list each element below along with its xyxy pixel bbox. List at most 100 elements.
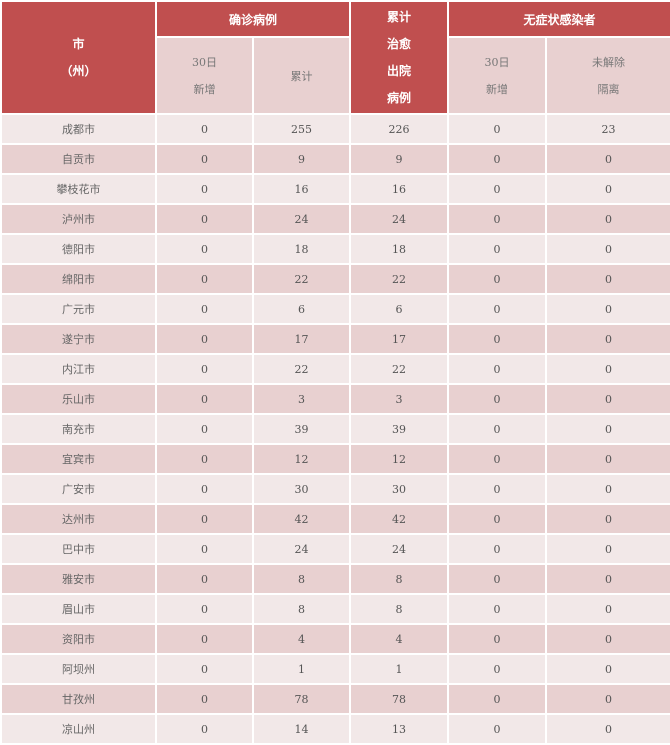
cell-confirmed-new: 0 (155, 293, 254, 325)
header-asym-new: 30日 新增 (447, 36, 548, 115)
cell-asym-unreleased: 0 (545, 353, 670, 385)
cell-city: 雅安市 (0, 563, 157, 595)
header-asym-unreleased: 未解除 隔离 (545, 36, 670, 115)
cell-confirmed-total: 42 (251, 503, 352, 535)
header-recovered-line: 出院 (387, 63, 412, 78)
cell-asym-new: 0 (447, 683, 548, 715)
cell-confirmed-total: 255 (251, 113, 352, 145)
cell-recovered: 12 (349, 443, 450, 475)
cell-confirmed-total: 4 (251, 623, 352, 655)
table-row: 内江市 0 22 22 0 0 (0, 353, 670, 385)
table-row: 广安市 0 30 30 0 0 (0, 473, 670, 505)
cell-asym-new: 0 (447, 623, 548, 655)
cell-asym-unreleased: 0 (545, 293, 670, 325)
cell-confirmed-new: 0 (155, 593, 254, 625)
cell-confirmed-new: 0 (155, 323, 254, 355)
table-row: 成都市 0 255 226 0 23 (0, 113, 670, 145)
cell-recovered: 24 (349, 533, 450, 565)
cell-city: 南充市 (0, 413, 157, 445)
table-row: 雅安市 0 8 8 0 0 (0, 563, 670, 595)
cell-confirmed-new: 0 (155, 443, 254, 475)
cell-city: 资阳市 (0, 623, 157, 655)
header-line: 30日 (192, 55, 217, 69)
cell-asym-unreleased: 0 (545, 233, 670, 265)
cell-asym-new: 0 (447, 233, 548, 265)
cell-city: 遂宁市 (0, 323, 157, 355)
cell-recovered: 18 (349, 233, 450, 265)
cell-confirmed-total: 1 (251, 653, 352, 685)
cell-asym-new: 0 (447, 173, 548, 205)
cell-city: 成都市 (0, 113, 157, 145)
cell-city: 凉山州 (0, 713, 157, 745)
cell-asym-new: 0 (447, 653, 548, 685)
cell-city: 广安市 (0, 473, 157, 505)
cell-confirmed-total: 78 (251, 683, 352, 715)
cell-confirmed-new: 0 (155, 653, 254, 685)
cell-city: 绵阳市 (0, 263, 157, 295)
table-row: 攀枝花市 0 16 16 0 0 (0, 173, 670, 205)
cell-confirmed-total: 24 (251, 203, 352, 235)
cell-recovered: 78 (349, 683, 450, 715)
cell-asym-new: 0 (447, 323, 548, 355)
cell-asym-unreleased: 0 (545, 413, 670, 445)
cell-asym-new: 0 (447, 443, 548, 475)
cell-recovered: 6 (349, 293, 450, 325)
cell-confirmed-total: 14 (251, 713, 352, 745)
cell-asym-unreleased: 0 (545, 203, 670, 235)
cell-city: 达州市 (0, 503, 157, 535)
cell-recovered: 9 (349, 143, 450, 175)
cell-confirmed-total: 39 (251, 413, 352, 445)
cell-asym-unreleased: 0 (545, 143, 670, 175)
cell-asym-new: 0 (447, 593, 548, 625)
cell-confirmed-new: 0 (155, 473, 254, 505)
cell-asym-new: 0 (447, 263, 548, 295)
cell-recovered: 42 (349, 503, 450, 535)
cell-city: 攀枝花市 (0, 173, 157, 205)
cell-recovered: 16 (349, 173, 450, 205)
cell-asym-unreleased: 0 (545, 713, 670, 745)
cell-city: 自贡市 (0, 143, 157, 175)
cell-city: 眉山市 (0, 593, 157, 625)
header-recovered: 累计 治愈 出院 病例 (349, 0, 450, 115)
header-recovered-line: 病例 (387, 90, 412, 105)
cell-confirmed-new: 0 (155, 233, 254, 265)
header-line: 30日 (484, 55, 510, 69)
table-row: 甘孜州 0 78 78 0 0 (0, 683, 670, 715)
table-row: 资阳市 0 4 4 0 0 (0, 623, 670, 655)
cell-recovered: 39 (349, 413, 450, 445)
table-row: 凉山州 0 14 13 0 0 (0, 713, 670, 745)
cell-asym-unreleased: 0 (545, 563, 670, 595)
header-confirmed-new: 30日 新增 (155, 36, 254, 115)
cell-confirmed-new: 0 (155, 413, 254, 445)
header-line: 隔离 (597, 82, 620, 96)
table-row: 阿坝州 0 1 1 0 0 (0, 653, 670, 685)
table-row: 巴中市 0 24 24 0 0 (0, 533, 670, 565)
cell-recovered: 1 (349, 653, 450, 685)
cell-confirmed-total: 22 (251, 353, 352, 385)
cell-confirmed-new: 0 (155, 263, 254, 295)
header-line: 新增 (486, 82, 509, 96)
cell-confirmed-total: 30 (251, 473, 352, 505)
header-confirmed-total: 累计 (251, 36, 352, 115)
cell-asym-new: 0 (447, 563, 548, 595)
cell-recovered: 17 (349, 323, 450, 355)
cell-confirmed-total: 24 (251, 533, 352, 565)
cell-confirmed-new: 0 (155, 113, 254, 145)
cell-recovered: 22 (349, 263, 450, 295)
cell-asym-unreleased: 0 (545, 533, 670, 565)
cell-confirmed-new: 0 (155, 713, 254, 745)
header-city-line: 市 (72, 36, 85, 51)
cell-city: 泸州市 (0, 203, 157, 235)
cell-asym-new: 0 (447, 503, 548, 535)
header-recovered-line: 累计 (387, 9, 412, 24)
cell-recovered: 226 (349, 113, 450, 145)
table-row: 自贡市 0 9 9 0 0 (0, 143, 670, 175)
table-row: 南充市 0 39 39 0 0 (0, 413, 670, 445)
cell-confirmed-new: 0 (155, 623, 254, 655)
cell-asym-unreleased: 0 (545, 623, 670, 655)
header-city: 市 （州） (0, 0, 157, 115)
cell-city: 广元市 (0, 293, 157, 325)
header-city-line: （州） (60, 63, 97, 78)
cell-asym-unreleased: 0 (545, 473, 670, 505)
